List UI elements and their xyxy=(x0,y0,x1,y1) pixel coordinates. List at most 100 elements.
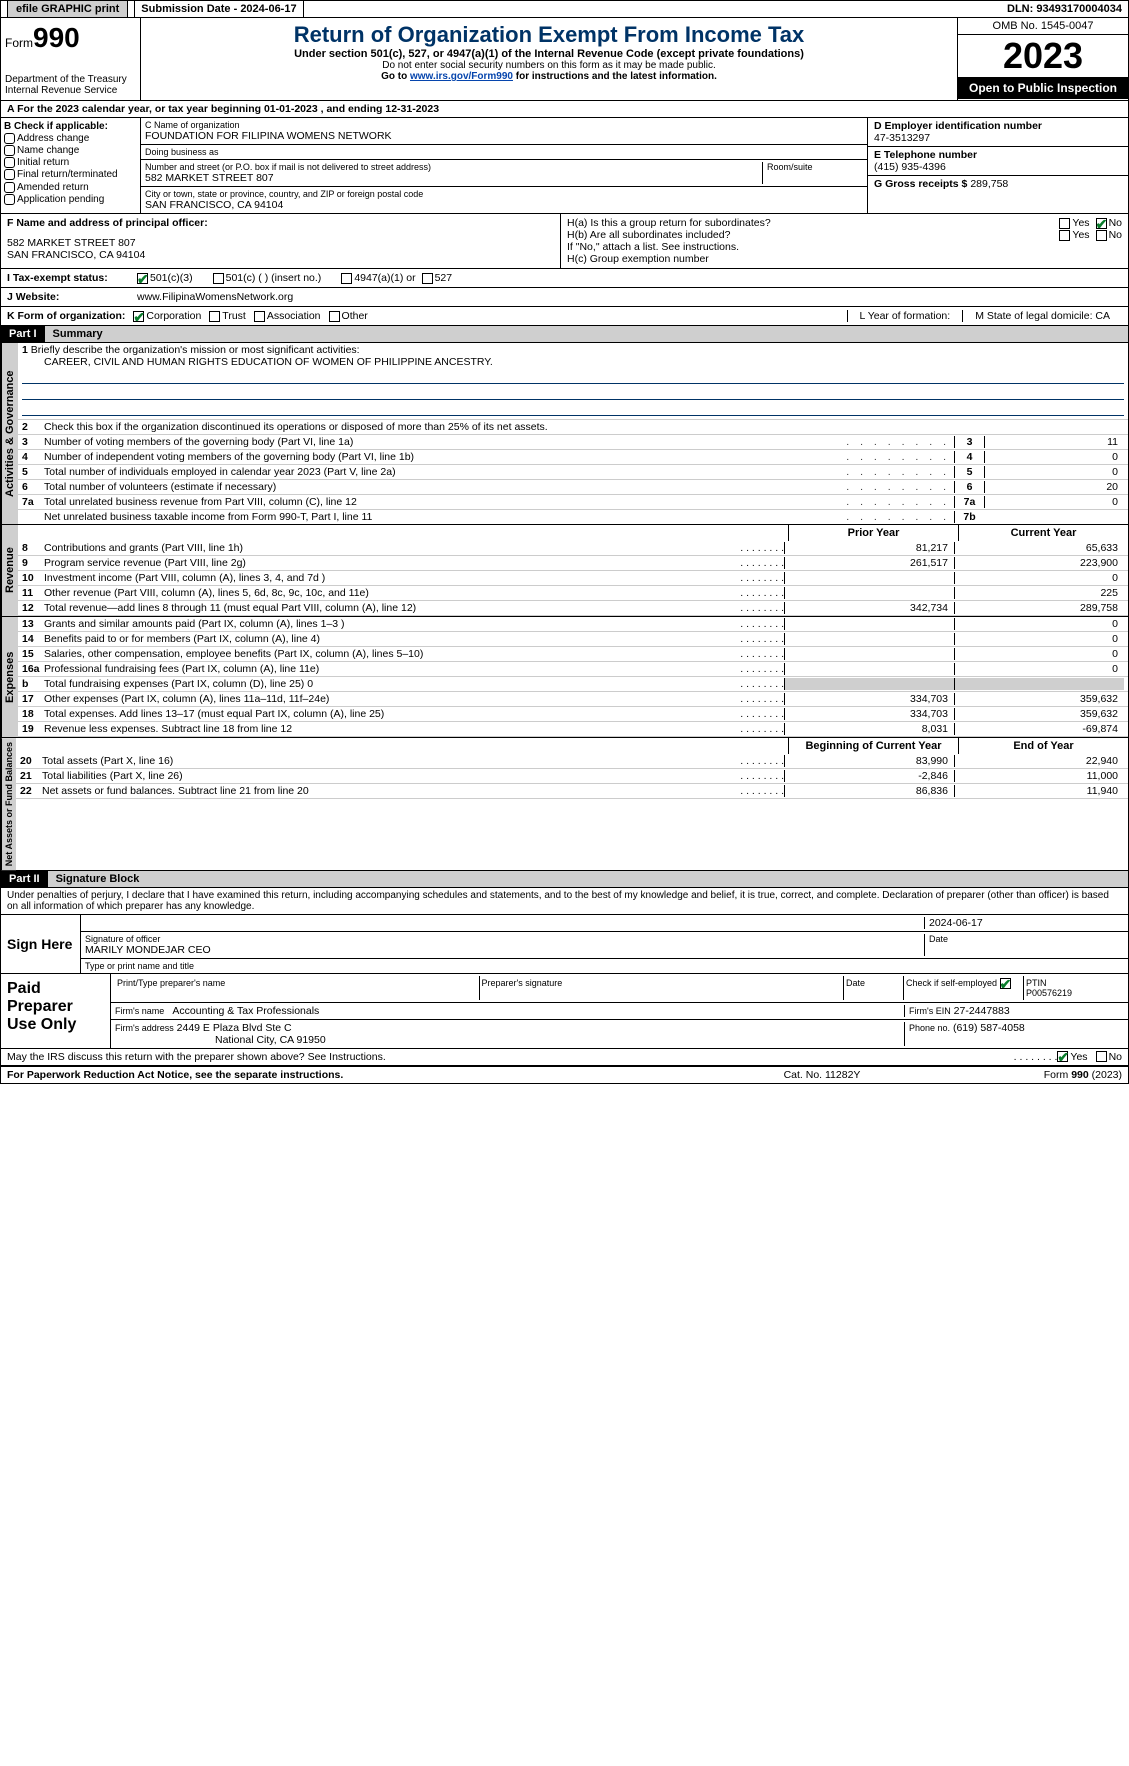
top-bar: efile GRAPHIC print Submission Date - 20… xyxy=(0,0,1129,18)
period-end: 12-31-2023 xyxy=(385,103,439,115)
side-governance: Activities & Governance xyxy=(1,343,18,524)
box-c: C Name of organization FOUNDATION FOR FI… xyxy=(141,118,868,213)
cb-initial-return[interactable]: Initial return xyxy=(4,157,137,168)
cb-trust[interactable] xyxy=(209,311,220,322)
line3-val: 11 xyxy=(984,436,1124,448)
cb-501c3[interactable] xyxy=(137,273,148,284)
open-inspection: Open to Public Inspection xyxy=(958,77,1128,99)
type-name-label: Type or print name and title xyxy=(81,959,1128,973)
table-row: 20Total assets (Part X, line 16). . . . … xyxy=(16,754,1128,769)
cb-amended[interactable]: Amended return xyxy=(4,182,137,193)
firm-addr1: 2449 E Plaza Blvd Ste C xyxy=(177,1022,292,1034)
city-label: City or town, state or province, country… xyxy=(145,189,863,199)
form-word: Form xyxy=(5,36,33,50)
cb-527[interactable] xyxy=(422,273,433,284)
org-name-label: C Name of organization xyxy=(145,120,863,130)
net-header: Beginning of Current Year End of Year xyxy=(16,738,1128,754)
cb-4947[interactable] xyxy=(341,273,352,284)
phone-label: E Telephone number xyxy=(874,149,1122,161)
ha-label: H(a) Is this a group return for subordin… xyxy=(567,217,1059,229)
irs-link[interactable]: www.irs.gov/Form990 xyxy=(410,71,513,82)
prep-h1: Print/Type preparer's name xyxy=(115,976,480,1000)
cb-self-employed[interactable] xyxy=(1000,978,1011,989)
efile-button[interactable]: efile GRAPHIC print xyxy=(7,0,128,18)
cb-assoc[interactable] xyxy=(254,311,265,322)
ha-yes[interactable] xyxy=(1059,218,1070,229)
line7a-val: 0 xyxy=(984,496,1124,508)
prior-year-hdr: Prior Year xyxy=(788,525,958,541)
table-row: 12Total revenue—add lines 8 through 11 (… xyxy=(18,601,1128,616)
box-f: F Name and address of principal officer:… xyxy=(1,214,561,268)
line4-val: 0 xyxy=(984,451,1124,463)
side-net: Net Assets or Fund Balances xyxy=(1,738,16,870)
prep-h2: Preparer's signature xyxy=(480,976,845,1000)
entity-block: B Check if applicable: Address change Na… xyxy=(0,118,1129,214)
sign-here-label: Sign Here xyxy=(1,915,81,973)
part1-row: Part I Summary xyxy=(0,326,1129,343)
website-value: www.FilipinaWomensNetwork.org xyxy=(137,291,293,303)
submission-date: Submission Date - 2024-06-17 xyxy=(135,1,303,17)
cb-other[interactable] xyxy=(329,311,340,322)
table-row: 14Benefits paid to or for members (Part … xyxy=(18,632,1128,647)
mission-text: CAREER, CIVIL AND HUMAN RIGHTS EDUCATION… xyxy=(44,356,493,368)
cb-app-pending[interactable]: Application pending xyxy=(4,194,137,205)
current-year-hdr: Current Year xyxy=(958,525,1128,541)
sign-block: Sign Here 2024-06-17 Signature of office… xyxy=(0,915,1129,1049)
table-row: 8Contributions and grants (Part VIII, li… xyxy=(18,541,1128,556)
ptin-label: PTIN xyxy=(1026,978,1122,988)
korg-row: K Form of organization: Corporation Trus… xyxy=(0,307,1129,326)
cb-address-change[interactable]: Address change xyxy=(4,133,137,144)
table-row: 9Program service revenue (Part VIII, lin… xyxy=(18,556,1128,571)
website-row: J Website: www.FilipinaWomensNetwork.org xyxy=(0,288,1129,307)
officer-addr1: 582 MARKET STREET 807 xyxy=(7,237,554,249)
cb-corp[interactable] xyxy=(133,311,144,322)
line7a-desc: Total unrelated business revenue from Pa… xyxy=(44,496,842,508)
cb-501c[interactable] xyxy=(213,273,224,284)
line7b-desc: Net unrelated business taxable income fr… xyxy=(44,511,842,523)
net-section: Net Assets or Fund Balances Beginning of… xyxy=(0,738,1129,871)
discuss-yes[interactable] xyxy=(1057,1051,1068,1062)
end-year-hdr: End of Year xyxy=(958,738,1128,754)
ein-value: 47-3513297 xyxy=(874,132,1122,144)
ein-label: D Employer identification number xyxy=(874,120,1122,132)
box-h: H(a) Is this a group return for subordin… xyxy=(561,214,1128,268)
firm-phone: (619) 587-4058 xyxy=(953,1022,1025,1034)
table-row: 17Other expenses (Part IX, column (A), l… xyxy=(18,692,1128,707)
header-center: Return of Organization Exempt From Incom… xyxy=(141,18,958,100)
omb-number: OMB No. 1545-0047 xyxy=(958,18,1128,35)
discuss-no[interactable] xyxy=(1096,1051,1107,1062)
paperwork-notice: For Paperwork Reduction Act Notice, see … xyxy=(7,1069,722,1081)
goto-note: Go to www.irs.gov/Form990 for instructio… xyxy=(145,71,953,82)
goto-suffix: for instructions and the latest informat… xyxy=(513,71,717,82)
ha-no[interactable] xyxy=(1096,218,1107,229)
ssn-note: Do not enter social security numbers on … xyxy=(145,60,953,71)
table-row: 19Revenue less expenses. Subtract line 1… xyxy=(18,722,1128,737)
paid-preparer-label: Paid Preparer Use Only xyxy=(1,974,111,1048)
city-state-zip: SAN FRANCISCO, CA 94104 xyxy=(145,199,863,211)
phone-value: (415) 935-4396 xyxy=(874,161,1122,173)
sign-date: 2024-06-17 xyxy=(924,917,1124,929)
hb-no[interactable] xyxy=(1096,230,1107,241)
cb-final-return[interactable]: Final return/terminated xyxy=(4,169,137,180)
table-row: 15Salaries, other compensation, employee… xyxy=(18,647,1128,662)
box-b: B Check if applicable: Address change Na… xyxy=(1,118,141,213)
table-row: 10Investment income (Part VIII, column (… xyxy=(18,571,1128,586)
website-label: J Website: xyxy=(7,291,137,303)
tax-year: 2023 xyxy=(958,35,1128,77)
cb-name-change[interactable]: Name change xyxy=(4,145,137,156)
discuss-q: May the IRS discuss this return with the… xyxy=(7,1051,1014,1063)
table-row: bTotal fundraising expenses (Part IX, co… xyxy=(18,677,1128,692)
mission-q: Briefly describe the organization's miss… xyxy=(31,344,360,356)
prep-h4: Check if self-employed xyxy=(904,976,1024,1000)
revenue-section: Revenue Prior Year Current Year 8Contrib… xyxy=(0,525,1129,617)
period-mid: , and ending xyxy=(321,103,386,115)
form-title: Return of Organization Exempt From Incom… xyxy=(145,22,953,48)
line5-desc: Total number of individuals employed in … xyxy=(44,466,842,478)
header-right: OMB No. 1545-0047 2023 Open to Public In… xyxy=(958,18,1128,100)
hb-yes[interactable] xyxy=(1059,230,1070,241)
expenses-section: Expenses 13Grants and similar amounts pa… xyxy=(0,617,1129,738)
part2-row: Part II Signature Block xyxy=(0,871,1129,888)
form-subtitle: Under section 501(c), 527, or 4947(a)(1)… xyxy=(145,48,953,60)
officer-name: MARILY MONDEJAR CEO xyxy=(85,944,924,956)
line4-desc: Number of independent voting members of … xyxy=(44,451,842,463)
